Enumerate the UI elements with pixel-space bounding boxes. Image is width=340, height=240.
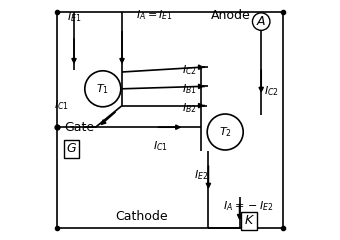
Text: $K$: $K$ [244, 214, 255, 227]
Text: $I_{E2}$: $I_{E2}$ [194, 168, 208, 182]
Text: $T_1$: $T_1$ [96, 82, 109, 96]
Text: $I_{C1}$: $I_{C1}$ [54, 99, 69, 113]
Text: $I_A = -I_{E2}$: $I_A = -I_{E2}$ [223, 199, 273, 213]
Text: Cathode: Cathode [115, 210, 168, 222]
Text: $G$: $G$ [66, 142, 77, 155]
Text: Anode: Anode [211, 9, 251, 22]
Text: $T_2$: $T_2$ [219, 125, 232, 139]
Text: $A$: $A$ [256, 15, 266, 28]
Text: Gate: Gate [64, 121, 95, 134]
Text: $I_A = I_{E1}$: $I_A = I_{E1}$ [136, 8, 173, 22]
Text: $I_{C2}$: $I_{C2}$ [264, 84, 278, 98]
Text: $I_{E1}$: $I_{E1}$ [67, 10, 81, 24]
Text: $I_{B1}$: $I_{B1}$ [182, 82, 197, 96]
Text: $I_{C1}$: $I_{C1}$ [153, 139, 168, 153]
Text: $I_{C2}$: $I_{C2}$ [182, 63, 197, 77]
Text: $I_{B2}$: $I_{B2}$ [182, 101, 197, 115]
